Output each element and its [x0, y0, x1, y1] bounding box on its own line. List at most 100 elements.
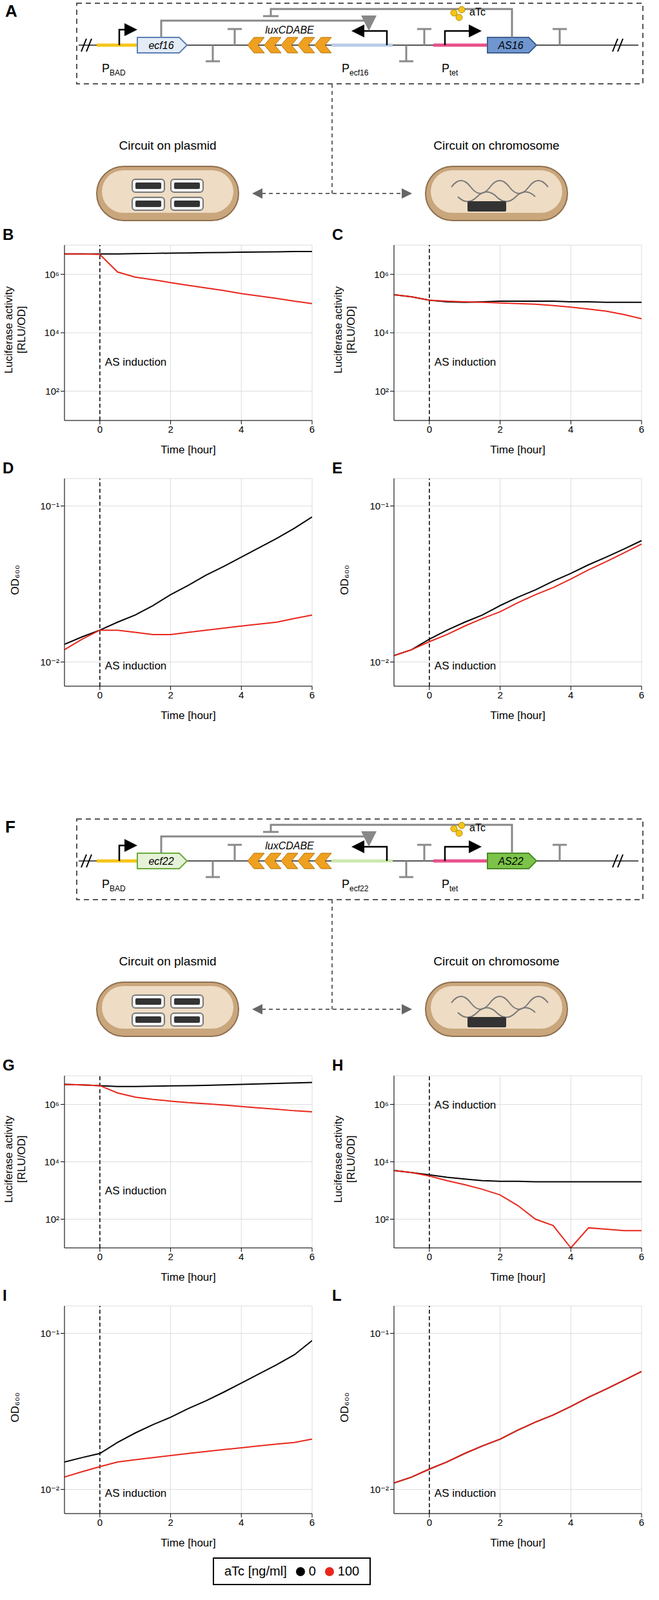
svg-text:0: 0 — [426, 1250, 433, 1262]
html-text:Time [hour]: Time [hour] — [160, 709, 216, 722]
svg-text:6: 6 — [309, 689, 315, 701]
svg-text:6: 6 — [639, 689, 645, 701]
svg-text:10⁶: 10⁶ — [44, 268, 60, 280]
svg-text:10⁻¹: 10⁻¹ — [369, 1327, 389, 1339]
svg-text:AS induction: AS induction — [434, 659, 496, 672]
svg-text:2: 2 — [497, 1516, 503, 1528]
svg-text:10²: 10² — [374, 385, 389, 397]
svg-text:A: A — [5, 1, 18, 21]
svg-text:2: 2 — [167, 423, 173, 435]
svg-text:Pecf16: Pecf16 — [341, 61, 369, 78]
svg-text:aTc: aTc — [469, 6, 486, 18]
svg-text:4: 4 — [568, 423, 574, 435]
svg-text:4: 4 — [568, 1516, 574, 1528]
svg-text:AS induction: AS induction — [105, 659, 167, 672]
svg-text:10⁴: 10⁴ — [44, 326, 60, 338]
svg-text:10⁴: 10⁴ — [373, 1156, 389, 1168]
html-text:Time [hour]: Time [hour] — [490, 443, 546, 456]
html-text:OD₆₀₀: OD₆₀₀ — [338, 564, 351, 595]
html-text:100: 100 — [337, 1563, 360, 1578]
svg-text:6: 6 — [639, 1250, 645, 1262]
svg-text:6: 6 — [309, 1250, 315, 1262]
svg-text:6: 6 — [309, 423, 315, 435]
svg-text:10⁻²: 10⁻² — [39, 656, 60, 668]
svg-text:F: F — [5, 816, 16, 837]
html-text:Luciferase activity: Luciferase activity — [332, 286, 345, 374]
svg-text:0: 0 — [97, 689, 103, 701]
svg-text:Circuit on plasmid: Circuit on plasmid — [119, 138, 217, 153]
svg-text:10⁴: 10⁴ — [44, 1156, 60, 1168]
svg-text:10⁶: 10⁶ — [373, 1098, 389, 1110]
svg-text:10²: 10² — [45, 1213, 60, 1225]
html-text:Luciferase activity: Luciferase activity — [332, 1115, 345, 1203]
html-text:Luciferase activity: Luciferase activity — [2, 1115, 15, 1203]
svg-text:2: 2 — [497, 1250, 503, 1262]
svg-text:luxCDABE: luxCDABE — [265, 840, 315, 852]
svg-text:AS induction: AS induction — [434, 1098, 496, 1112]
svg-text:0: 0 — [97, 423, 103, 435]
svg-text:PBAD: PBAD — [101, 877, 126, 894]
svg-text:Circuit on plasmid: Circuit on plasmid — [119, 954, 217, 968]
svg-text:Circuit on chromosome: Circuit on chromosome — [433, 954, 560, 968]
svg-text:aTc: aTc — [469, 822, 486, 834]
svg-text:10²: 10² — [45, 385, 60, 397]
svg-text:0: 0 — [97, 1516, 103, 1528]
svg-text:AS induction: AS induction — [105, 355, 167, 369]
svg-text:2: 2 — [167, 1250, 173, 1262]
svg-text:PBAD: PBAD — [101, 61, 126, 78]
svg-text:ecf16: ecf16 — [148, 39, 174, 51]
svg-text:4: 4 — [568, 1250, 574, 1262]
svg-text:0: 0 — [426, 423, 433, 435]
svg-text:0: 0 — [426, 1516, 433, 1528]
svg-text:AS induction: AS induction — [434, 1486, 496, 1500]
svg-text:6: 6 — [639, 1516, 645, 1528]
html-text:[RLU/OD]: [RLU/OD] — [344, 306, 358, 354]
svg-text:AS16: AS16 — [497, 39, 523, 51]
svg-text:10⁻¹: 10⁻¹ — [39, 500, 60, 512]
svg-text:2: 2 — [167, 1516, 173, 1528]
svg-text:10⁻²: 10⁻² — [39, 1483, 60, 1495]
svg-text:4: 4 — [238, 423, 244, 435]
svg-text:AS22: AS22 — [497, 855, 523, 867]
svg-text:6: 6 — [639, 423, 645, 435]
html-text:aTc [ng/ml]: aTc [ng/ml] — [224, 1563, 287, 1578]
svg-text:10⁻²: 10⁻² — [369, 656, 389, 668]
html-text:[RLU/OD]: [RLU/OD] — [344, 1135, 358, 1183]
svg-text:0: 0 — [426, 689, 433, 701]
svg-text:AS induction: AS induction — [434, 355, 496, 369]
html-text:[RLU/OD]: [RLU/OD] — [15, 306, 28, 354]
svg-text:10⁻²: 10⁻² — [369, 1483, 389, 1495]
html-text:Time [hour]: Time [hour] — [490, 1270, 546, 1284]
svg-text:10⁻¹: 10⁻¹ — [39, 1327, 60, 1339]
html-text:OD₆₀₀: OD₆₀₀ — [9, 564, 22, 595]
svg-text:2: 2 — [497, 423, 503, 435]
svg-text:4: 4 — [238, 1516, 244, 1528]
svg-text:AS induction: AS induction — [105, 1184, 167, 1197]
html-text:Luciferase activity: Luciferase activity — [2, 286, 15, 374]
svg-text:Ptet: Ptet — [441, 61, 459, 78]
svg-text:Circuit on chromosome: Circuit on chromosome — [433, 138, 560, 153]
svg-text:Pecf22: Pecf22 — [341, 877, 369, 894]
svg-text:Ptet: Ptet — [441, 877, 459, 894]
svg-text:10⁶: 10⁶ — [373, 268, 389, 280]
svg-text:2: 2 — [167, 689, 173, 701]
svg-text:ecf22: ecf22 — [148, 855, 174, 867]
html-text:OD₆₀₀: OD₆₀₀ — [9, 1392, 22, 1422]
html-text:Time [hour]: Time [hour] — [490, 709, 546, 722]
svg-text:4: 4 — [568, 689, 574, 701]
html-text:[RLU/OD]: [RLU/OD] — [15, 1135, 28, 1183]
html-text:Time [hour]: Time [hour] — [160, 443, 216, 456]
svg-text:0: 0 — [97, 1250, 103, 1262]
svg-text:10⁴: 10⁴ — [373, 326, 389, 338]
svg-text:4: 4 — [238, 1250, 244, 1262]
html-text:G: G — [2, 1056, 15, 1074]
svg-text:4: 4 — [238, 689, 244, 701]
svg-text:AS induction: AS induction — [105, 1486, 167, 1500]
html-text:Time [hour]: Time [hour] — [160, 1270, 216, 1284]
svg-text:10⁻¹: 10⁻¹ — [369, 500, 389, 512]
svg-text:luxCDABE: luxCDABE — [265, 24, 315, 36]
svg-text:10²: 10² — [374, 1213, 389, 1225]
svg-text:6: 6 — [309, 1516, 315, 1528]
svg-text:2: 2 — [497, 689, 503, 701]
svg-text:10⁶: 10⁶ — [44, 1098, 60, 1110]
